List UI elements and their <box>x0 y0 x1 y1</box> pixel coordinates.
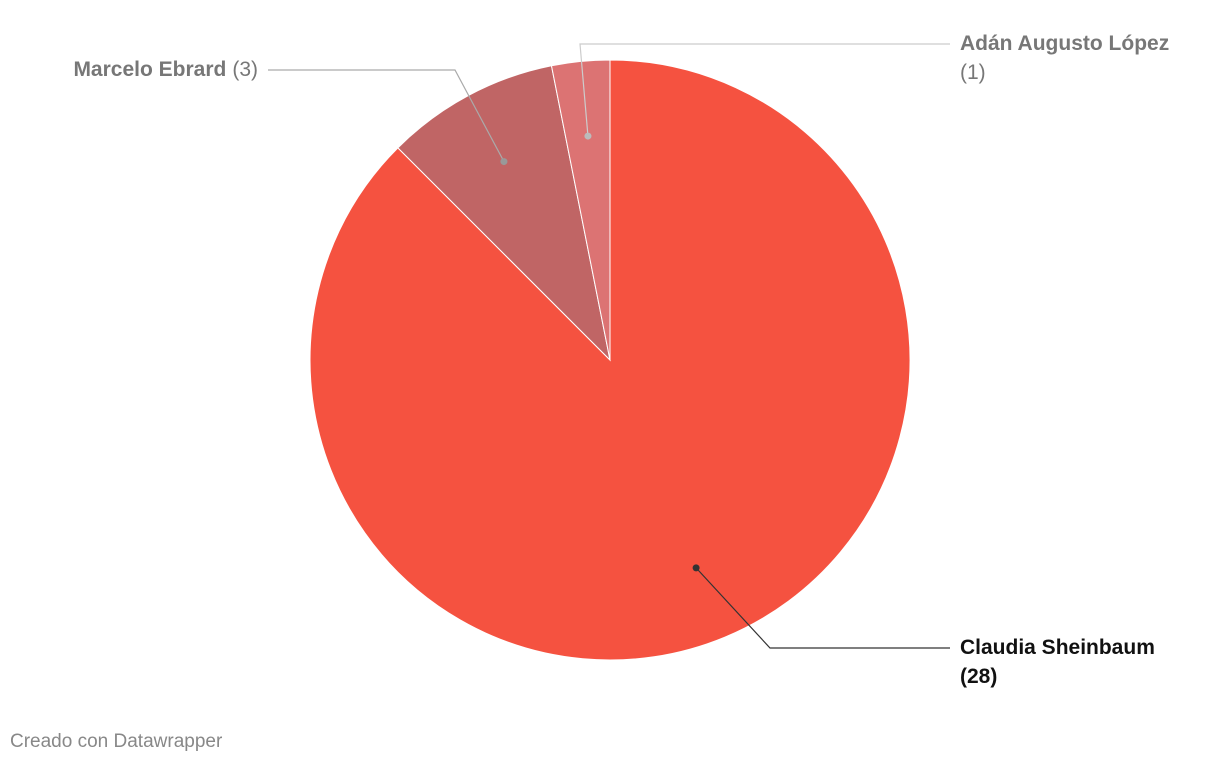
leader-dot <box>500 158 508 166</box>
slice-value: (28) <box>960 665 997 688</box>
slice-label: Marcelo Ebrard (3) <box>73 58 258 81</box>
slice-label: Adán Augusto López <box>960 32 1169 55</box>
slice-label: Claudia Sheinbaum <box>960 636 1155 659</box>
leader-line <box>695 567 950 649</box>
leader-dot <box>692 564 700 572</box>
credit: Creado con Datawrapper <box>10 731 223 752</box>
label-value: (3) <box>232 58 258 81</box>
leader-line <box>268 69 505 162</box>
label-value: (1) <box>960 61 986 84</box>
label-name: Claudia Sheinbaum <box>960 636 1155 659</box>
pie-slice <box>550 59 611 361</box>
slice-value: (1) <box>960 61 986 84</box>
label-value: (28) <box>960 665 997 688</box>
label-name: Adán Augusto López <box>960 32 1169 55</box>
pie <box>309 59 911 661</box>
label-name: Marcelo Ebrard <box>73 58 226 81</box>
leader-line <box>579 43 950 137</box>
leader-dot <box>584 132 592 140</box>
